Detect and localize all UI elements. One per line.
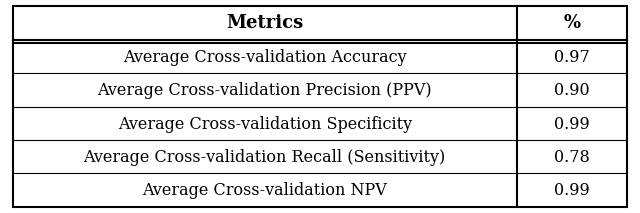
Text: Average Cross-validation Precision (PPV): Average Cross-validation Precision (PPV) [97,82,432,99]
Text: 0.97: 0.97 [554,49,590,66]
Text: 0.99: 0.99 [554,182,590,199]
Text: Average Cross-validation Specificity: Average Cross-validation Specificity [118,115,412,132]
Text: %: % [563,14,580,32]
Text: Metrics: Metrics [226,14,303,32]
Text: Average Cross-validation Recall (Sensitivity): Average Cross-validation Recall (Sensiti… [84,149,446,166]
Text: 0.90: 0.90 [554,82,589,99]
Text: Average Cross-validation Accuracy: Average Cross-validation Accuracy [123,49,406,66]
Text: 0.78: 0.78 [554,149,590,166]
Text: 0.99: 0.99 [554,115,590,132]
Text: Average Cross-validation NPV: Average Cross-validation NPV [142,182,387,199]
